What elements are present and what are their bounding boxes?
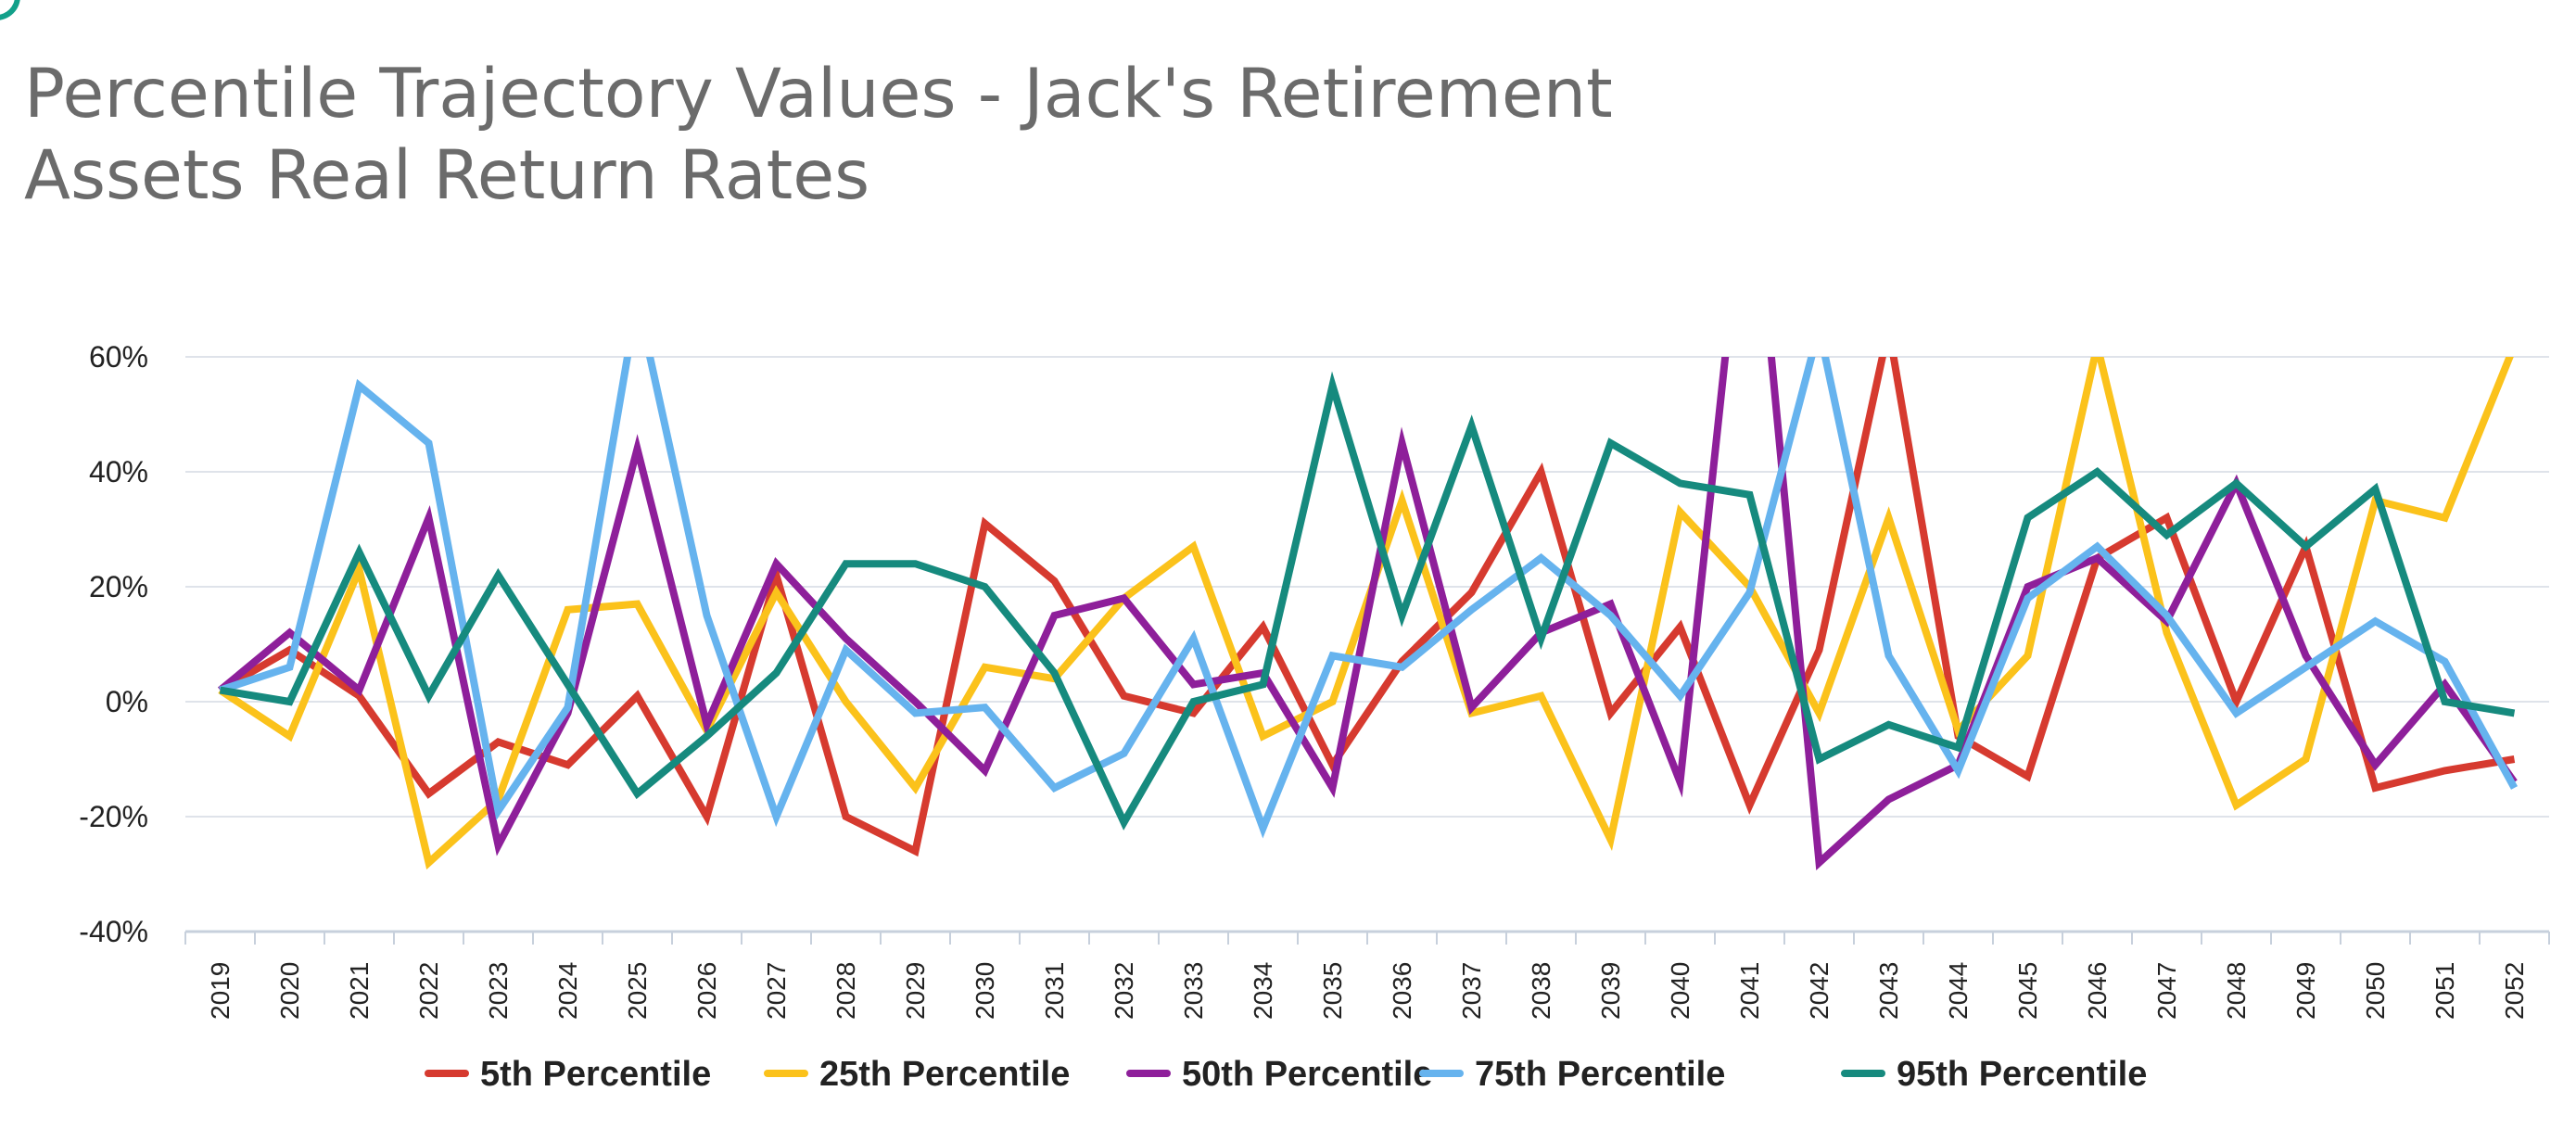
x-tick-label: 2044 [1944, 962, 1973, 1020]
x-tick-label: 2029 [901, 962, 930, 1020]
y-tick-label: 40% [89, 455, 148, 488]
x-tick-label: 2034 [1249, 962, 1277, 1020]
y-tick-label: 60% [89, 340, 148, 374]
x-tick-label: 2049 [2291, 962, 2320, 1020]
x-tick-label: 2040 [1666, 962, 1694, 1020]
x-tick-label: 2025 [623, 962, 652, 1020]
x-tick-label: 2048 [2222, 962, 2251, 1020]
legend: 5th Percentile 25th Percentile 50th Percen… [425, 1055, 2147, 1094]
x-tick-label: 2036 [1388, 962, 1416, 1020]
legend-item[interactable]: 25th Percentile [764, 1055, 1070, 1094]
x-tick-label: 2050 [2361, 962, 2390, 1020]
x-tick-label: 2037 [1457, 962, 1486, 1020]
x-tick-label: 2035 [1318, 962, 1347, 1020]
legend-label: 25th Percentile [819, 1055, 1070, 1094]
x-tick-label: 2041 [1735, 962, 1764, 1020]
x-tick-label: 2021 [345, 962, 374, 1020]
series-line [219, 357, 2519, 839]
x-tick-label: 2026 [692, 962, 721, 1020]
legend-item[interactable]: 75th Percentile [1419, 1055, 1725, 1094]
y-tick-label: -40% [79, 915, 148, 948]
x-tick-label: 2023 [484, 962, 513, 1020]
series-line [217, 357, 2518, 870]
legend-item[interactable]: 5th Percentile [425, 1055, 711, 1094]
chart-title: Percentile Trajectory Values - Jack's Re… [24, 55, 1613, 215]
legend-label: 95th Percentile [1897, 1055, 2147, 1094]
x-tick-label: 2039 [1596, 962, 1625, 1020]
y-tick-label: 20% [89, 570, 148, 603]
legend-item[interactable]: 50th Percentile [1126, 1055, 1432, 1094]
legend-label: 75th Percentile [1475, 1055, 1725, 1094]
x-tick-label: 2052 [2500, 962, 2529, 1020]
x-tick-label: 2032 [1110, 962, 1138, 1020]
x-tick-label: 2020 [275, 962, 304, 1020]
x-tick-label: 2051 [2430, 962, 2459, 1020]
x-axis: 2019 2020 2021 2022 2023 2024 2025 2026 2027 2028… [184, 932, 2550, 1020]
legend-label: 5th Percentile [480, 1055, 711, 1094]
y-tick-label: -20% [79, 800, 148, 833]
x-tick-label: 2022 [414, 962, 443, 1020]
x-tick-label: 2030 [971, 962, 999, 1020]
legend-label: 50th Percentile [1182, 1055, 1432, 1094]
x-tick-label: 2019 [206, 962, 235, 1020]
x-tick-label: 2033 [1179, 962, 1208, 1020]
legend-item[interactable]: 95th Percentile [1841, 1055, 2147, 1094]
x-tick-label: 2047 [2152, 962, 2181, 1020]
y-tick-label: 0% [106, 685, 148, 718]
series-line [219, 371, 2516, 831]
x-tick-label: 2031 [1040, 962, 1069, 1020]
x-tick-label: 2043 [1874, 962, 1903, 1020]
x-tick-label: 2028 [831, 962, 860, 1020]
x-tick-label: 2024 [553, 962, 582, 1020]
x-tick-label: 2046 [2083, 962, 2112, 1020]
series-line [218, 357, 2516, 857]
x-tick-label: 2045 [2013, 962, 2042, 1020]
x-tick-label: 2027 [762, 962, 791, 1020]
series-lines [217, 357, 2519, 870]
x-tick-label: 2042 [1805, 962, 1834, 1020]
y-axis: 60% 40% 20% 0% -20% -40% [79, 340, 148, 948]
x-tick-label: 2038 [1527, 962, 1555, 1020]
